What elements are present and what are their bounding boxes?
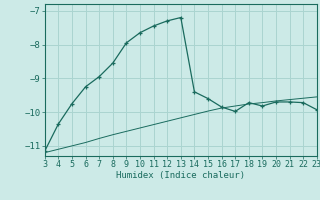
X-axis label: Humidex (Indice chaleur): Humidex (Indice chaleur) [116, 171, 245, 180]
